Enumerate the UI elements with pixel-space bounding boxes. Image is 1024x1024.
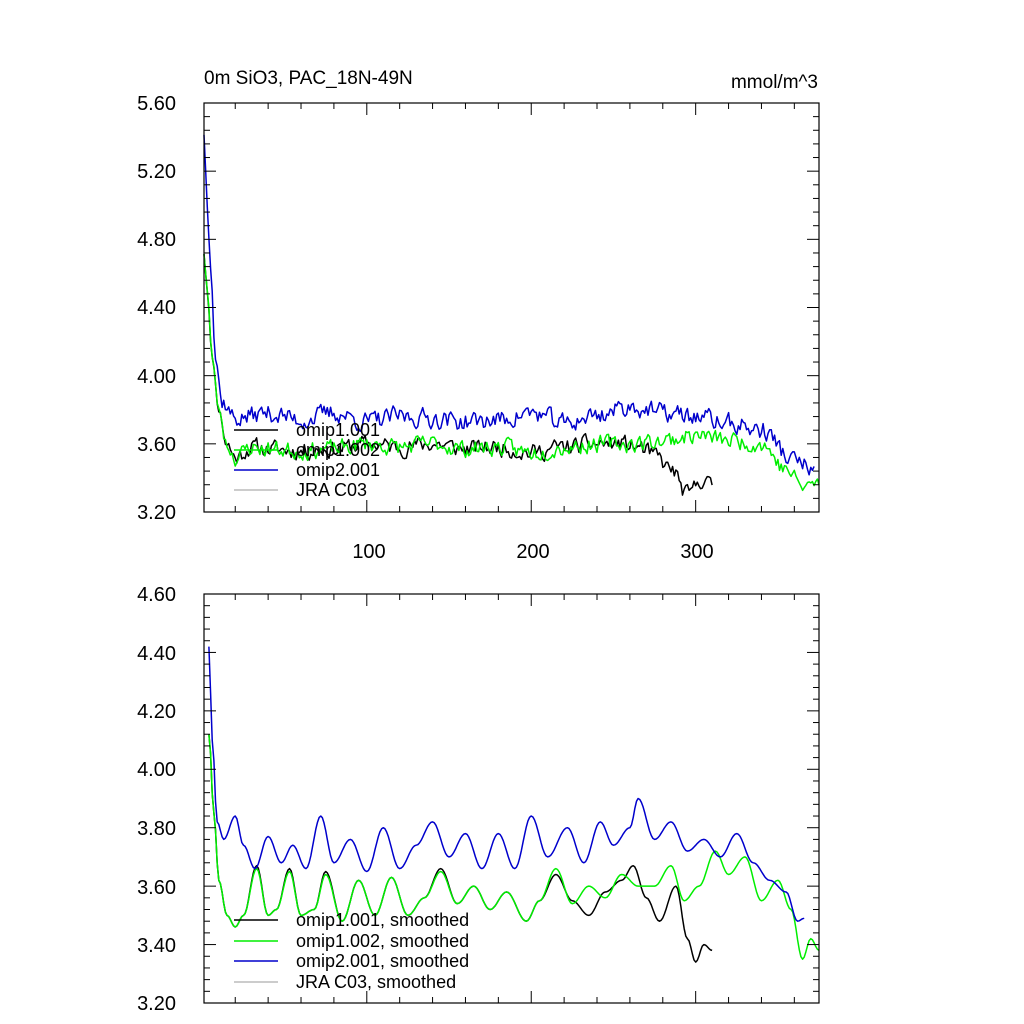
- panel-smoothed: 4.60 4.40 4.20 4.00 3.80 3.60 3.40 3.20 …: [137, 584, 820, 1015]
- plot-frame: [203, 593, 820, 1004]
- axis-ticks: [204, 102, 819, 513]
- series-line-omip2-001: [203, 134, 815, 476]
- legend-label: omip1.002: [296, 440, 380, 460]
- legend-label: omip2.001, smoothed: [296, 951, 469, 971]
- y-tick-label: 3.60: [137, 434, 176, 456]
- y-tick-label: 4.40: [137, 297, 176, 319]
- y-tick-label: 3.40: [137, 935, 176, 957]
- panel-raw: 0m SiO3, PAC_18N-49N mmol/m^3 5.60 5.20 …: [137, 68, 820, 563]
- legend-label: JRA C03, smoothed: [296, 972, 456, 992]
- legend-label: omip1.001: [296, 420, 380, 440]
- y-tick-label: 3.20: [137, 993, 176, 1015]
- y-tick-label: 4.20: [137, 701, 176, 723]
- y-tick-label: 5.60: [137, 93, 176, 115]
- legend-label: omip2.001: [296, 460, 380, 480]
- y-tick-label: 3.60: [137, 877, 176, 899]
- axis-ticks: [204, 593, 819, 1004]
- y-tick-label: 4.80: [137, 229, 176, 251]
- legend: omip1.001 omip1.002 omip2.001 JRA C03: [234, 420, 380, 500]
- y-tick-label: 4.40: [137, 643, 176, 665]
- legend: omip1.001, smoothed omip1.002, smoothed …: [234, 910, 469, 992]
- y-tick-label: 4.00: [137, 366, 176, 388]
- x-tick-label: 300: [680, 541, 713, 563]
- y-tick-label: 3.80: [137, 818, 176, 840]
- x-tick-label: 200: [516, 541, 549, 563]
- units-label: mmol/m^3: [731, 72, 818, 93]
- y-tick-label: 4.60: [137, 584, 176, 606]
- y-tick-label: 4.00: [137, 759, 176, 781]
- legend-label: omip1.001, smoothed: [296, 910, 469, 930]
- series-line-omip1-001: [203, 254, 713, 496]
- panel-smoothed-series: [208, 646, 820, 963]
- series-line-omip1-002: [203, 254, 820, 492]
- panel-raw-series: [203, 134, 820, 496]
- series-line-omip2-001-smoothed: [208, 646, 805, 922]
- x-tick-label: 100: [352, 541, 385, 563]
- y-tick-label: 3.20: [137, 502, 176, 524]
- legend-label: omip1.002, smoothed: [296, 931, 469, 951]
- chart-title: 0m SiO3, PAC_18N-49N: [204, 68, 413, 89]
- legend-label: JRA C03: [296, 480, 367, 500]
- series-line-omip1-002-smoothed: [208, 734, 820, 960]
- y-tick-label: 5.20: [137, 161, 176, 183]
